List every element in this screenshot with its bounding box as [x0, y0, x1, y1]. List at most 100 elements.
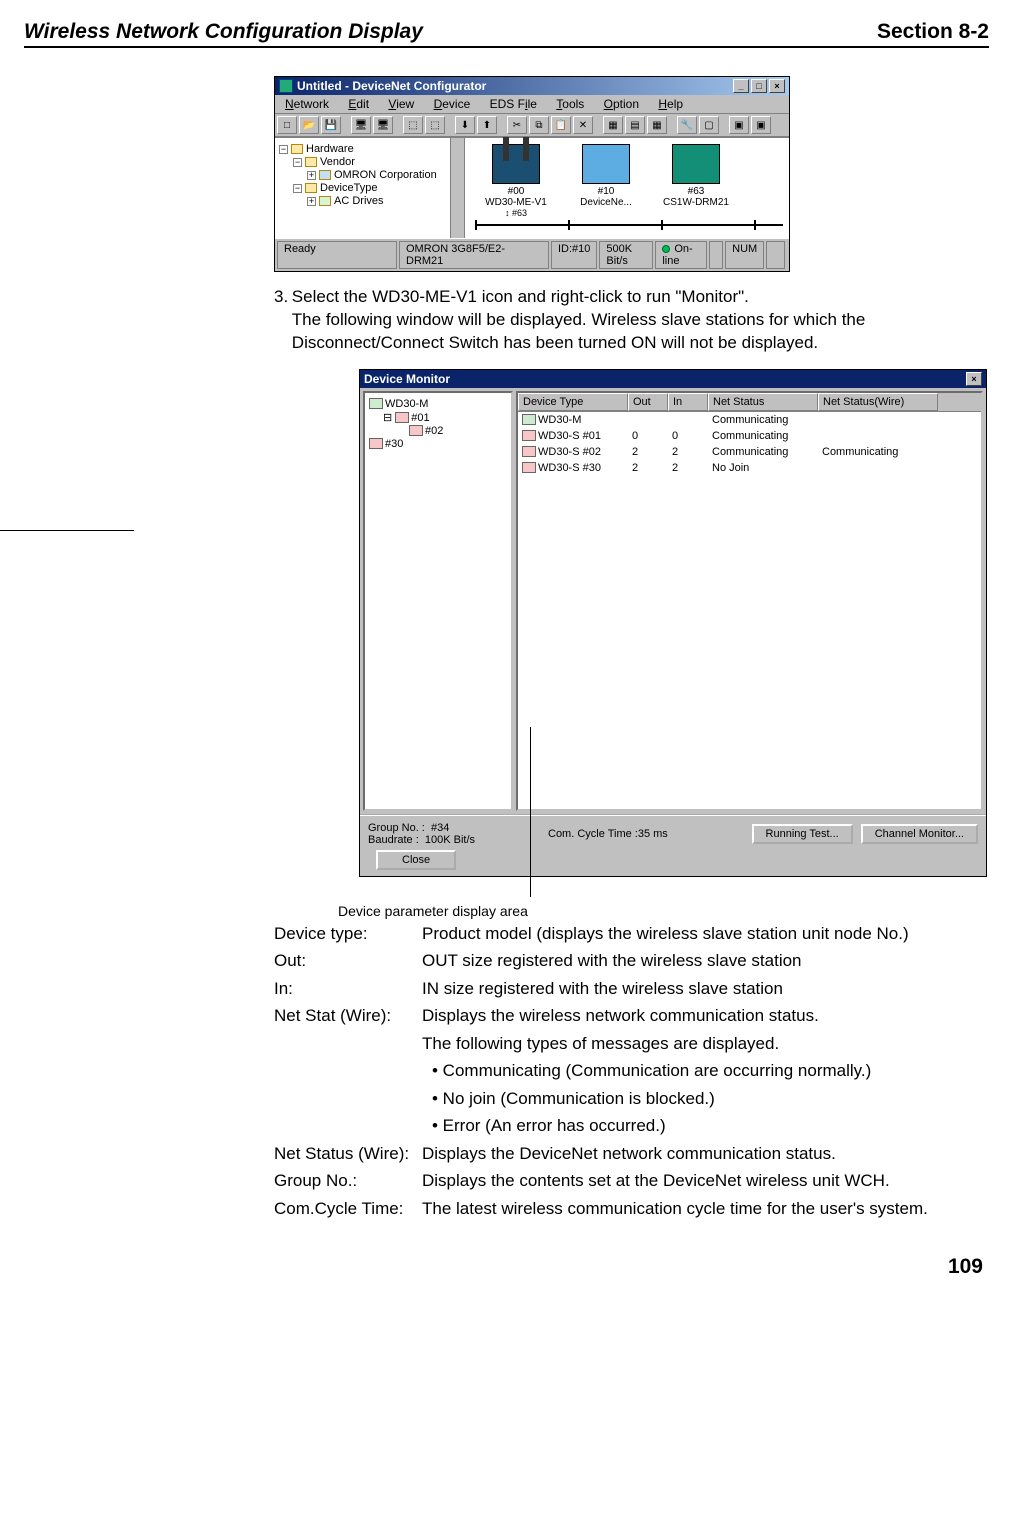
- list-row[interactable]: WD30-M Communicating: [518, 412, 981, 428]
- device-drm[interactable]: #63 CS1W-DRM21: [651, 144, 741, 218]
- tool-icon[interactable]: ▣: [729, 116, 749, 134]
- tool-icon[interactable]: ⬚: [425, 116, 445, 134]
- monitor-tree[interactable]: WD30-M ⊟ #01 #02 #30: [363, 391, 513, 811]
- device-master[interactable]: #00 WD30-ME-V1 ↕ #63: [471, 144, 561, 218]
- footer-value: 100K Bit/s: [425, 834, 475, 846]
- tree-node[interactable]: DeviceType: [320, 182, 377, 194]
- list-row[interactable]: WD30-S #01 0 0 Communicating: [518, 428, 981, 444]
- close-button[interactable]: ×: [769, 79, 785, 93]
- master-icon: [369, 398, 383, 409]
- field-legend: Device type:Product model (displays the …: [274, 921, 994, 1222]
- tree-node[interactable]: #30: [385, 438, 403, 450]
- tool-icon[interactable]: ⬚: [403, 116, 423, 134]
- open-icon[interactable]: 📂: [299, 116, 319, 134]
- new-icon[interactable]: □: [277, 116, 297, 134]
- col-header[interactable]: In: [668, 393, 708, 411]
- tree-node[interactable]: OMRON Corporation: [334, 169, 437, 181]
- tool-icon[interactable]: 🖥: [351, 116, 371, 134]
- legend-key: Device type:: [274, 921, 422, 947]
- cycle-label: Com. Cycle Time :35 ms: [548, 828, 668, 840]
- legend-val: OUT size registered with the wireless sl…: [422, 948, 994, 974]
- menu-help[interactable]: Help: [650, 95, 691, 113]
- delete-icon[interactable]: ✕: [573, 116, 593, 134]
- legend-val: Displays the contents set at the DeviceN…: [422, 1168, 994, 1194]
- close-button[interactable]: Close: [376, 850, 456, 870]
- tool-icon[interactable]: 🔧: [677, 116, 697, 134]
- menu-device[interactable]: Device: [426, 95, 479, 113]
- slave-icon: [369, 438, 383, 449]
- tree-node[interactable]: #02: [425, 425, 443, 437]
- cell: Communicating: [708, 413, 818, 427]
- paste-icon[interactable]: 📋: [551, 116, 571, 134]
- titlebar[interactable]: Untitled - DeviceNet Configurator _ □ ×: [275, 77, 789, 95]
- device-name: WD30-ME-V1: [471, 197, 561, 208]
- instr-line: Select the WD30-ME-V1 icon and right-cli…: [292, 287, 749, 306]
- col-header[interactable]: Device Type: [518, 393, 628, 411]
- status-ready: Ready: [277, 241, 397, 269]
- list-row[interactable]: WD30-S #30 2 2 No Join: [518, 460, 981, 476]
- window-title: Device Monitor: [364, 372, 450, 386]
- slave-icon: [522, 446, 536, 457]
- col-header[interactable]: Net Status(Wire): [818, 393, 938, 411]
- col-header[interactable]: Net Status: [708, 393, 818, 411]
- minimize-button[interactable]: _: [733, 79, 749, 93]
- tool-icon[interactable]: ▢: [699, 116, 719, 134]
- status-baud: 500K Bit/s: [599, 241, 653, 269]
- tool-icon[interactable]: ▦: [603, 116, 623, 134]
- maximize-button[interactable]: □: [751, 79, 767, 93]
- app-icon: [279, 79, 293, 93]
- copy-icon[interactable]: ⧉: [529, 116, 549, 134]
- leader-line: [530, 727, 531, 897]
- tree-root[interactable]: Hardware: [306, 143, 354, 155]
- cell: 2: [668, 445, 708, 459]
- device-addr: #00: [471, 186, 561, 197]
- step-number: 3.: [274, 286, 292, 355]
- device-list[interactable]: Device Type Out In Net Status Net Status…: [516, 391, 983, 811]
- menu-tools[interactable]: Tools: [548, 95, 592, 113]
- window-title: Untitled - DeviceNet Configurator: [297, 79, 486, 93]
- tool-icon[interactable]: ▣: [751, 116, 771, 134]
- save-icon[interactable]: 💾: [321, 116, 341, 134]
- legend-val: Product model (displays the wireless sla…: [422, 921, 994, 947]
- page-number: 109: [24, 1255, 983, 1279]
- list-row[interactable]: WD30-S #02 2 2 Communicating Communicati…: [518, 444, 981, 460]
- slave-icon: [395, 412, 409, 423]
- menu-view[interactable]: View: [380, 95, 422, 113]
- instr-line: The following window will be displayed. …: [292, 310, 866, 352]
- hardware-tree[interactable]: −Hardware −Vendor +OMRON Corporation −De…: [275, 138, 465, 238]
- legend-key: Net Stat (Wire):: [274, 1003, 422, 1029]
- tool-icon[interactable]: 🖥: [373, 116, 393, 134]
- legend-key: Com.Cycle Time:: [274, 1196, 422, 1222]
- legend-key: In:: [274, 976, 422, 1002]
- menu-option[interactable]: Option: [596, 95, 647, 113]
- tool-icon[interactable]: ⬇: [455, 116, 475, 134]
- status-bar: Ready OMRON 3G8F5/E2-DRM21 ID:#10 500K B…: [275, 238, 789, 271]
- menu-edit[interactable]: Edit: [340, 95, 377, 113]
- configurator-window: Untitled - DeviceNet Configurator _ □ × …: [274, 76, 790, 272]
- close-button[interactable]: ×: [966, 372, 982, 386]
- list-header: Device Type Out In Net Status Net Status…: [518, 393, 981, 412]
- cell: Communicating: [708, 429, 818, 443]
- col-header[interactable]: Out: [628, 393, 668, 411]
- running-test-button[interactable]: Running Test...: [752, 824, 853, 844]
- menu-network[interactable]: Network: [277, 95, 337, 113]
- device-slave[interactable]: #10 DeviceNe...: [561, 144, 651, 218]
- master-icon: [522, 414, 536, 425]
- tree-node[interactable]: WD30-M: [385, 398, 428, 410]
- cell: 2: [628, 461, 668, 475]
- tree-node[interactable]: #01: [411, 412, 429, 424]
- tool-icon[interactable]: ▤: [625, 116, 645, 134]
- legend-bullet: • No join (Communication is blocked.): [432, 1086, 994, 1112]
- slave-icon: [522, 430, 536, 441]
- titlebar[interactable]: Device Monitor ×: [360, 370, 986, 388]
- channel-monitor-button[interactable]: Channel Monitor...: [861, 824, 978, 844]
- toolbar: □ 📂 💾 🖥 🖥 ⬚ ⬚ ⬇ ⬆ ✂ ⧉ 📋 ✕ ▦ ▤ ▦ 🔧 ▢ ▣: [275, 114, 789, 137]
- tool-icon[interactable]: ⬆: [477, 116, 497, 134]
- network-canvas[interactable]: #00 WD30-ME-V1 ↕ #63 #10 DeviceNe... #63: [465, 138, 789, 238]
- scrollbar[interactable]: [450, 138, 464, 238]
- menu-edsfile[interactable]: EDS File: [482, 95, 545, 113]
- tree-node[interactable]: Vendor: [320, 156, 355, 168]
- cut-icon[interactable]: ✂: [507, 116, 527, 134]
- tool-icon[interactable]: ▦: [647, 116, 667, 134]
- tree-node[interactable]: AC Drives: [334, 195, 384, 207]
